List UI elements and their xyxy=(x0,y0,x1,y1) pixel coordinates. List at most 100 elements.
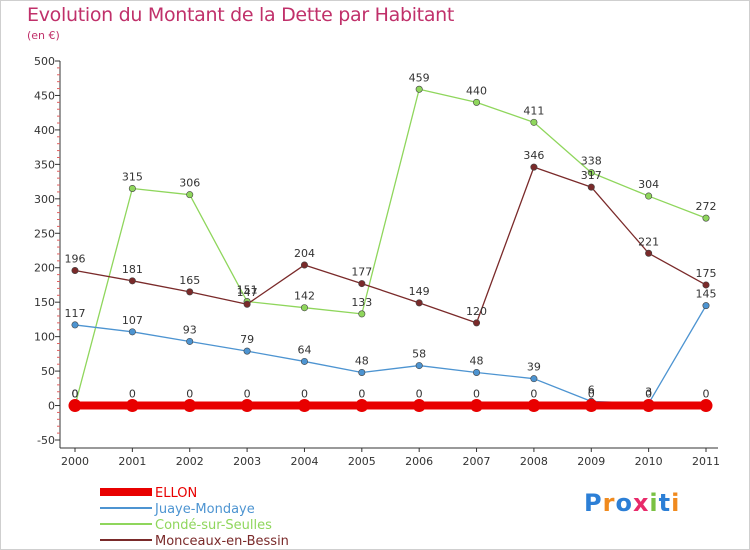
data-label: 93 xyxy=(183,323,197,336)
data-point xyxy=(300,261,308,269)
data-label: 165 xyxy=(179,274,200,287)
data-label: 181 xyxy=(122,263,143,276)
data-label: 304 xyxy=(638,178,659,191)
x-tick-label: 2001 xyxy=(118,455,146,468)
y-tick-label: 500 xyxy=(34,55,55,68)
data-label: 58 xyxy=(412,348,426,361)
data-label: 133 xyxy=(351,296,372,309)
x-tick-label: 2006 xyxy=(405,455,433,468)
data-point xyxy=(415,85,423,93)
series-3 xyxy=(71,163,710,327)
data-point xyxy=(355,399,369,413)
data-point xyxy=(68,399,82,413)
data-point xyxy=(71,266,79,274)
data-point xyxy=(642,399,656,413)
data-point xyxy=(530,375,538,383)
y-tick-label: 0 xyxy=(48,400,55,413)
x-tick-label: 2010 xyxy=(635,455,663,468)
legend-label: Juaye-Mondaye xyxy=(154,502,255,517)
data-point xyxy=(699,399,713,413)
data-point xyxy=(358,280,366,288)
x-tick-label: 2005 xyxy=(348,455,376,468)
data-label: 221 xyxy=(638,235,659,248)
data-label: 272 xyxy=(696,200,717,213)
data-label: 204 xyxy=(294,247,315,260)
data-point xyxy=(530,163,538,171)
data-point xyxy=(587,169,595,177)
data-point xyxy=(702,281,710,289)
data-label: 317 xyxy=(581,169,602,182)
data-point xyxy=(186,288,194,296)
proxiti-logo: Proxiti xyxy=(584,489,680,517)
legend-label: ELLON xyxy=(155,486,197,501)
data-label: 0 xyxy=(588,388,595,401)
data-label: 0 xyxy=(72,388,79,401)
y-tick-label: 250 xyxy=(34,227,55,240)
data-label: 117 xyxy=(65,307,86,320)
data-point xyxy=(300,357,308,365)
data-point xyxy=(183,399,197,413)
data-label: 48 xyxy=(355,354,369,367)
logo-letter: i xyxy=(671,489,681,517)
x-tick-label: 2004 xyxy=(290,455,318,468)
data-label: 0 xyxy=(358,388,365,401)
data-label: 0 xyxy=(416,388,423,401)
data-label: 120 xyxy=(466,305,487,318)
data-label: 338 xyxy=(581,155,602,168)
y-tick-label: 150 xyxy=(34,296,55,309)
y-tick-label: 350 xyxy=(34,158,55,171)
y-tick-label: 300 xyxy=(34,193,55,206)
data-point xyxy=(128,184,136,192)
data-point xyxy=(415,299,423,307)
x-tick-label: 2000 xyxy=(61,455,89,468)
data-point xyxy=(470,399,484,413)
data-point xyxy=(186,191,194,199)
series-layer xyxy=(68,85,713,413)
data-label: 107 xyxy=(122,314,143,327)
data-point xyxy=(71,321,79,329)
data-label: 6 xyxy=(588,383,595,396)
data-point xyxy=(240,399,254,413)
y-tick-label: 100 xyxy=(34,331,55,344)
x-tick-label: 2002 xyxy=(176,455,204,468)
y-tick-label: 200 xyxy=(34,262,55,275)
data-point xyxy=(702,214,710,222)
logo-letter: r xyxy=(602,489,616,517)
legend-item: ELLON xyxy=(100,486,197,501)
series-line xyxy=(74,88,707,406)
data-label: 411 xyxy=(523,104,544,117)
data-label: 0 xyxy=(186,388,193,401)
data-label: 149 xyxy=(409,285,430,298)
logo-letter: x xyxy=(632,489,650,517)
data-point xyxy=(473,368,481,376)
legend: ELLONJuaye-MondayeCondé-sur-SeullesMonce… xyxy=(100,486,289,549)
x-tick-label: 2007 xyxy=(463,455,491,468)
logo-letter: o xyxy=(615,489,633,517)
x-tick-label: 2011 xyxy=(692,455,720,468)
data-label: 0 xyxy=(645,388,652,401)
chart-title: Evolution du Montant de la Dette par Hab… xyxy=(27,4,455,26)
series-2 xyxy=(71,85,710,410)
data-point xyxy=(645,192,653,200)
x-tick-label: 2003 xyxy=(233,455,261,468)
data-point xyxy=(702,302,710,310)
data-label: 64 xyxy=(297,343,311,356)
data-point xyxy=(527,399,541,413)
series-0 xyxy=(68,399,713,413)
data-labels-layer: 117 107 93 79 64 48 58 48 39 6 3 145 0 315 306 151 142 13… xyxy=(65,71,717,400)
data-point xyxy=(358,310,366,318)
data-label: 346 xyxy=(523,149,544,162)
y-tick-label: 450 xyxy=(34,89,55,102)
y-tick-label: 400 xyxy=(34,124,55,137)
data-point xyxy=(358,368,366,376)
data-point xyxy=(300,304,308,312)
legend-item: Juaye-Mondaye xyxy=(100,502,255,517)
data-point xyxy=(530,118,538,126)
data-point xyxy=(473,98,481,106)
data-point xyxy=(584,399,598,413)
data-label: 459 xyxy=(409,71,430,84)
data-label: 79 xyxy=(240,333,254,346)
data-point xyxy=(128,328,136,336)
